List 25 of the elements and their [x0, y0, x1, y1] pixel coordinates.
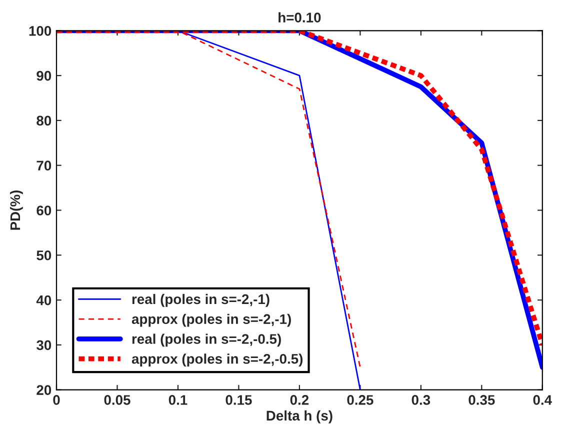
x-axis-title: Delta h (s)	[266, 410, 332, 424]
x-tick-label: 0.3	[412, 395, 430, 405]
x-tick-label: 0.35	[468, 395, 495, 405]
x-tick-label: 0.2	[290, 395, 309, 405]
x-tick-label: 0.25	[347, 395, 374, 405]
y-tick-label: 80	[36, 116, 52, 126]
x-tick-label: 0.4	[533, 395, 552, 405]
y-axis-title: PD(%)	[10, 190, 23, 230]
chart-title: h=0.10	[278, 12, 321, 22]
y-tick-label: 90	[36, 70, 52, 81]
y-tick-label: 20	[36, 385, 52, 395]
x-tick-label: 0.1	[168, 395, 188, 405]
y-tick-label: 100	[29, 26, 52, 36]
y-tick-label: 60	[36, 206, 52, 216]
y-tick-label: 70	[36, 160, 52, 171]
y-tick-label: 40	[36, 295, 52, 306]
x-tick-label: 0.15	[226, 395, 252, 405]
legend-label: approx (poles in s=-2,-1)	[132, 314, 291, 327]
y-tick-label: 30	[36, 340, 52, 350]
legend-label: approx (poles in s=-2,-0.5)	[132, 354, 303, 367]
legend-label: real (poles in s=-2,-1)	[132, 294, 270, 307]
x-tick-label: 0	[53, 395, 60, 405]
legend-label: real (poles in s=-2,-0.5)	[132, 334, 281, 347]
y-tick-label: 50	[36, 250, 52, 260]
x-tick-label: 0.05	[104, 395, 130, 405]
